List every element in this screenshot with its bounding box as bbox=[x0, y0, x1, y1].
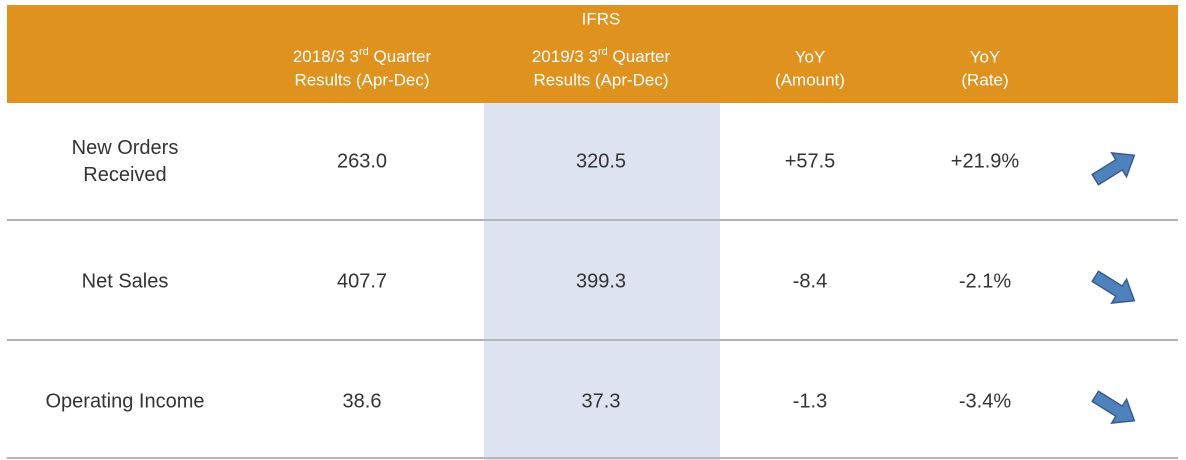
column-header: Results (Apr-Dec) bbox=[294, 70, 429, 89]
column-header: YoY bbox=[795, 47, 826, 66]
column-header: YoY bbox=[970, 47, 1001, 66]
header-band bbox=[7, 5, 1178, 103]
cell: +21.9% bbox=[951, 150, 1020, 172]
trend-arrow bbox=[1091, 270, 1136, 304]
cell: -2.1% bbox=[959, 270, 1011, 292]
row-label: Net Sales bbox=[82, 270, 169, 292]
column-header: 2019/3 3rd Quarter bbox=[532, 46, 671, 67]
column-header: (Amount) bbox=[775, 70, 845, 89]
header-text: 2018/3 3 bbox=[293, 47, 359, 66]
superscript: rd bbox=[359, 46, 369, 58]
header-text: Quarter bbox=[608, 47, 671, 66]
header-text: Quarter bbox=[369, 47, 432, 66]
cell: -1.3 bbox=[793, 390, 827, 412]
highlight-column bbox=[484, 103, 720, 460]
row-label: Operating Income bbox=[46, 390, 205, 412]
cell: 399.3 bbox=[576, 270, 626, 292]
header-title: IFRS bbox=[582, 9, 621, 28]
column-header: 2018/3 3rd Quarter bbox=[293, 46, 432, 67]
cell: 38.6 bbox=[343, 390, 382, 412]
cell: 263.0 bbox=[337, 150, 387, 172]
column-header: (Rate) bbox=[961, 70, 1008, 89]
trend-arrow bbox=[1091, 390, 1136, 424]
superscript: rd bbox=[598, 46, 608, 58]
row-label: Received bbox=[83, 164, 166, 186]
cell: -3.4% bbox=[959, 390, 1011, 412]
column-header: Results (Apr-Dec) bbox=[533, 70, 668, 89]
cell: 407.7 bbox=[337, 270, 387, 292]
row-label: New Orders bbox=[72, 137, 179, 159]
cell: 320.5 bbox=[576, 150, 626, 172]
header-text: 2019/3 3 bbox=[532, 47, 598, 66]
cell: 37.3 bbox=[582, 390, 621, 412]
cell: +57.5 bbox=[785, 150, 836, 172]
trend-arrow bbox=[1091, 152, 1136, 186]
cell: -8.4 bbox=[793, 270, 827, 292]
